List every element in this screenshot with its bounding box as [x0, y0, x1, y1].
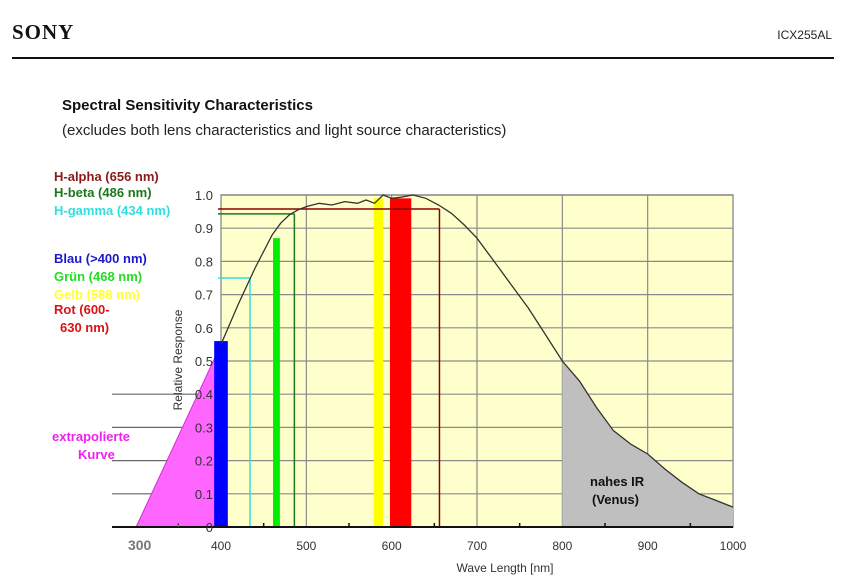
y-axis-label: Relative Response — [171, 309, 185, 410]
y-tick-label: 0.3 — [195, 420, 213, 435]
y-tick-label: 0.6 — [195, 321, 213, 336]
x-tick-label: 500 — [296, 539, 316, 553]
x-tick-label: 800 — [552, 539, 572, 553]
band-gruen — [273, 238, 280, 527]
chart-subtitle: (excludes both lens characteristics and … — [62, 122, 507, 139]
legend-gelb: Gelb (588 nm) — [54, 287, 140, 302]
x-tick-label: 900 — [638, 539, 658, 553]
x-tick-label: 1000 — [720, 539, 747, 553]
legend-h-gamma: H-gamma (434 nm) — [54, 203, 170, 218]
x-tick-label: 400 — [211, 539, 231, 553]
part-number: ICX255AL — [777, 28, 832, 42]
y-tick-label: 0.8 — [195, 254, 213, 269]
legend-rot: Rot (600- — [54, 302, 110, 317]
legend-gruen: Grün (468 nm) — [54, 269, 142, 284]
y-tick-label: 0.4 — [195, 387, 213, 402]
x-tick-label: 600 — [382, 539, 402, 553]
extrapolated-label: Kurve — [78, 447, 115, 462]
y-tick-label: 1.0 — [195, 188, 213, 203]
ir-label: (Venus) — [592, 492, 639, 507]
y-tick-label: 0 — [206, 520, 213, 535]
y-tick-label: 0.7 — [195, 288, 213, 303]
x-tick-label: 700 — [467, 539, 487, 553]
legend-blau: Blau (>400 nm) — [54, 251, 147, 266]
header-divider — [12, 57, 834, 59]
legend-rot-2: 630 nm) — [60, 320, 109, 335]
extrapolated-label: extrapolierte — [52, 429, 130, 444]
band-blau — [214, 341, 228, 527]
response-curve — [220, 194, 734, 508]
band-rot — [389, 198, 412, 527]
y-tick-label: 0.1 — [195, 487, 213, 502]
y-tick-label: 0.5 — [195, 354, 213, 369]
chart-title: Spectral Sensitivity Characteristics — [62, 97, 313, 114]
ir-region — [562, 361, 733, 527]
band-gelb — [373, 198, 384, 527]
x-tick-label: 300 — [128, 537, 152, 553]
legend-h-beta: H-beta (486 nm) — [54, 185, 152, 200]
x-axis-label: Wave Length [nm] — [457, 561, 554, 575]
legend-h-alpha: H-alpha (656 nm) — [54, 169, 159, 184]
ir-label: nahes IR — [590, 474, 645, 489]
y-tick-label: 0.9 — [195, 221, 213, 236]
y-tick-label: 0.2 — [195, 454, 213, 469]
extrapolated-curve-line — [135, 344, 222, 529]
sony-logo: SONY — [12, 20, 75, 44]
